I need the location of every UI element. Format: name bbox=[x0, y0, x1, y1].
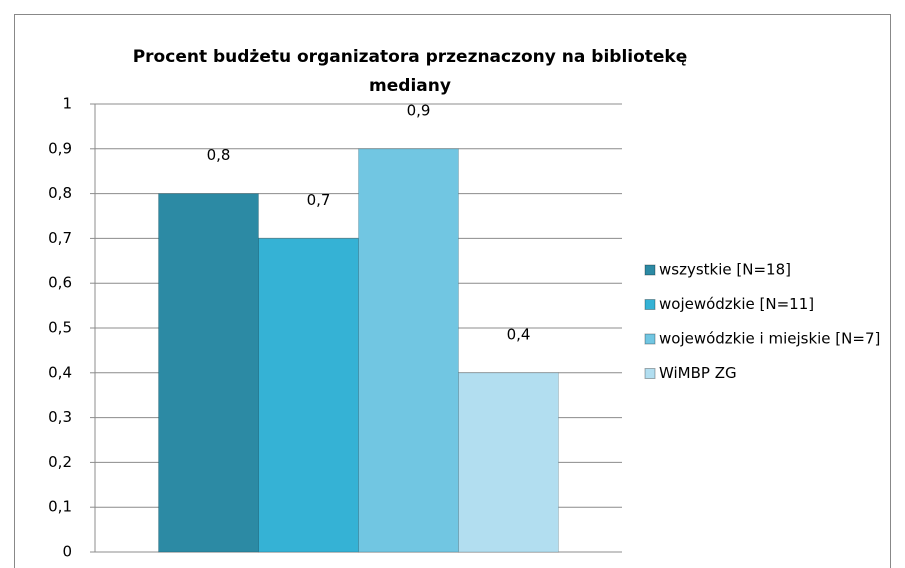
y-tick-label: 0,5 bbox=[48, 319, 72, 337]
legend-label: wojewódzkie i miejskie [N=7] bbox=[659, 330, 880, 348]
y-tick-label: 0,8 bbox=[48, 184, 72, 202]
y-tick-label: 0,4 bbox=[48, 363, 72, 381]
bar bbox=[358, 148, 459, 553]
legend-swatch bbox=[644, 299, 656, 310]
chart-title: Procent budżetu organizatora przeznaczon… bbox=[132, 47, 688, 96]
y-tick-label: 0,6 bbox=[48, 274, 72, 292]
legend-label: wszystkie [N=18] bbox=[659, 261, 791, 279]
y-tick-label: 1 bbox=[62, 95, 72, 113]
bar bbox=[158, 193, 259, 553]
legend-swatch bbox=[644, 368, 656, 379]
legend-label: WiMBP ZG bbox=[659, 364, 737, 382]
y-tick-label: 0,3 bbox=[48, 408, 72, 426]
data-label: 0,8 bbox=[207, 146, 231, 164]
legend-label: wojewódzkie [N=11] bbox=[659, 295, 814, 313]
y-tick-label: 0,9 bbox=[48, 139, 72, 157]
y-tick-label: 0 bbox=[62, 543, 72, 561]
y-tick-label: 0,1 bbox=[48, 498, 72, 516]
data-label: 0,4 bbox=[507, 325, 531, 343]
data-label: 0,7 bbox=[307, 191, 331, 209]
bar bbox=[258, 237, 359, 553]
y-tick-label: 0,7 bbox=[48, 229, 72, 247]
bar bbox=[458, 372, 559, 553]
legend-swatch bbox=[644, 333, 656, 345]
legend-swatch bbox=[644, 264, 656, 276]
data-label: 0,9 bbox=[407, 101, 431, 119]
y-tick-label: 0,2 bbox=[48, 453, 72, 471]
